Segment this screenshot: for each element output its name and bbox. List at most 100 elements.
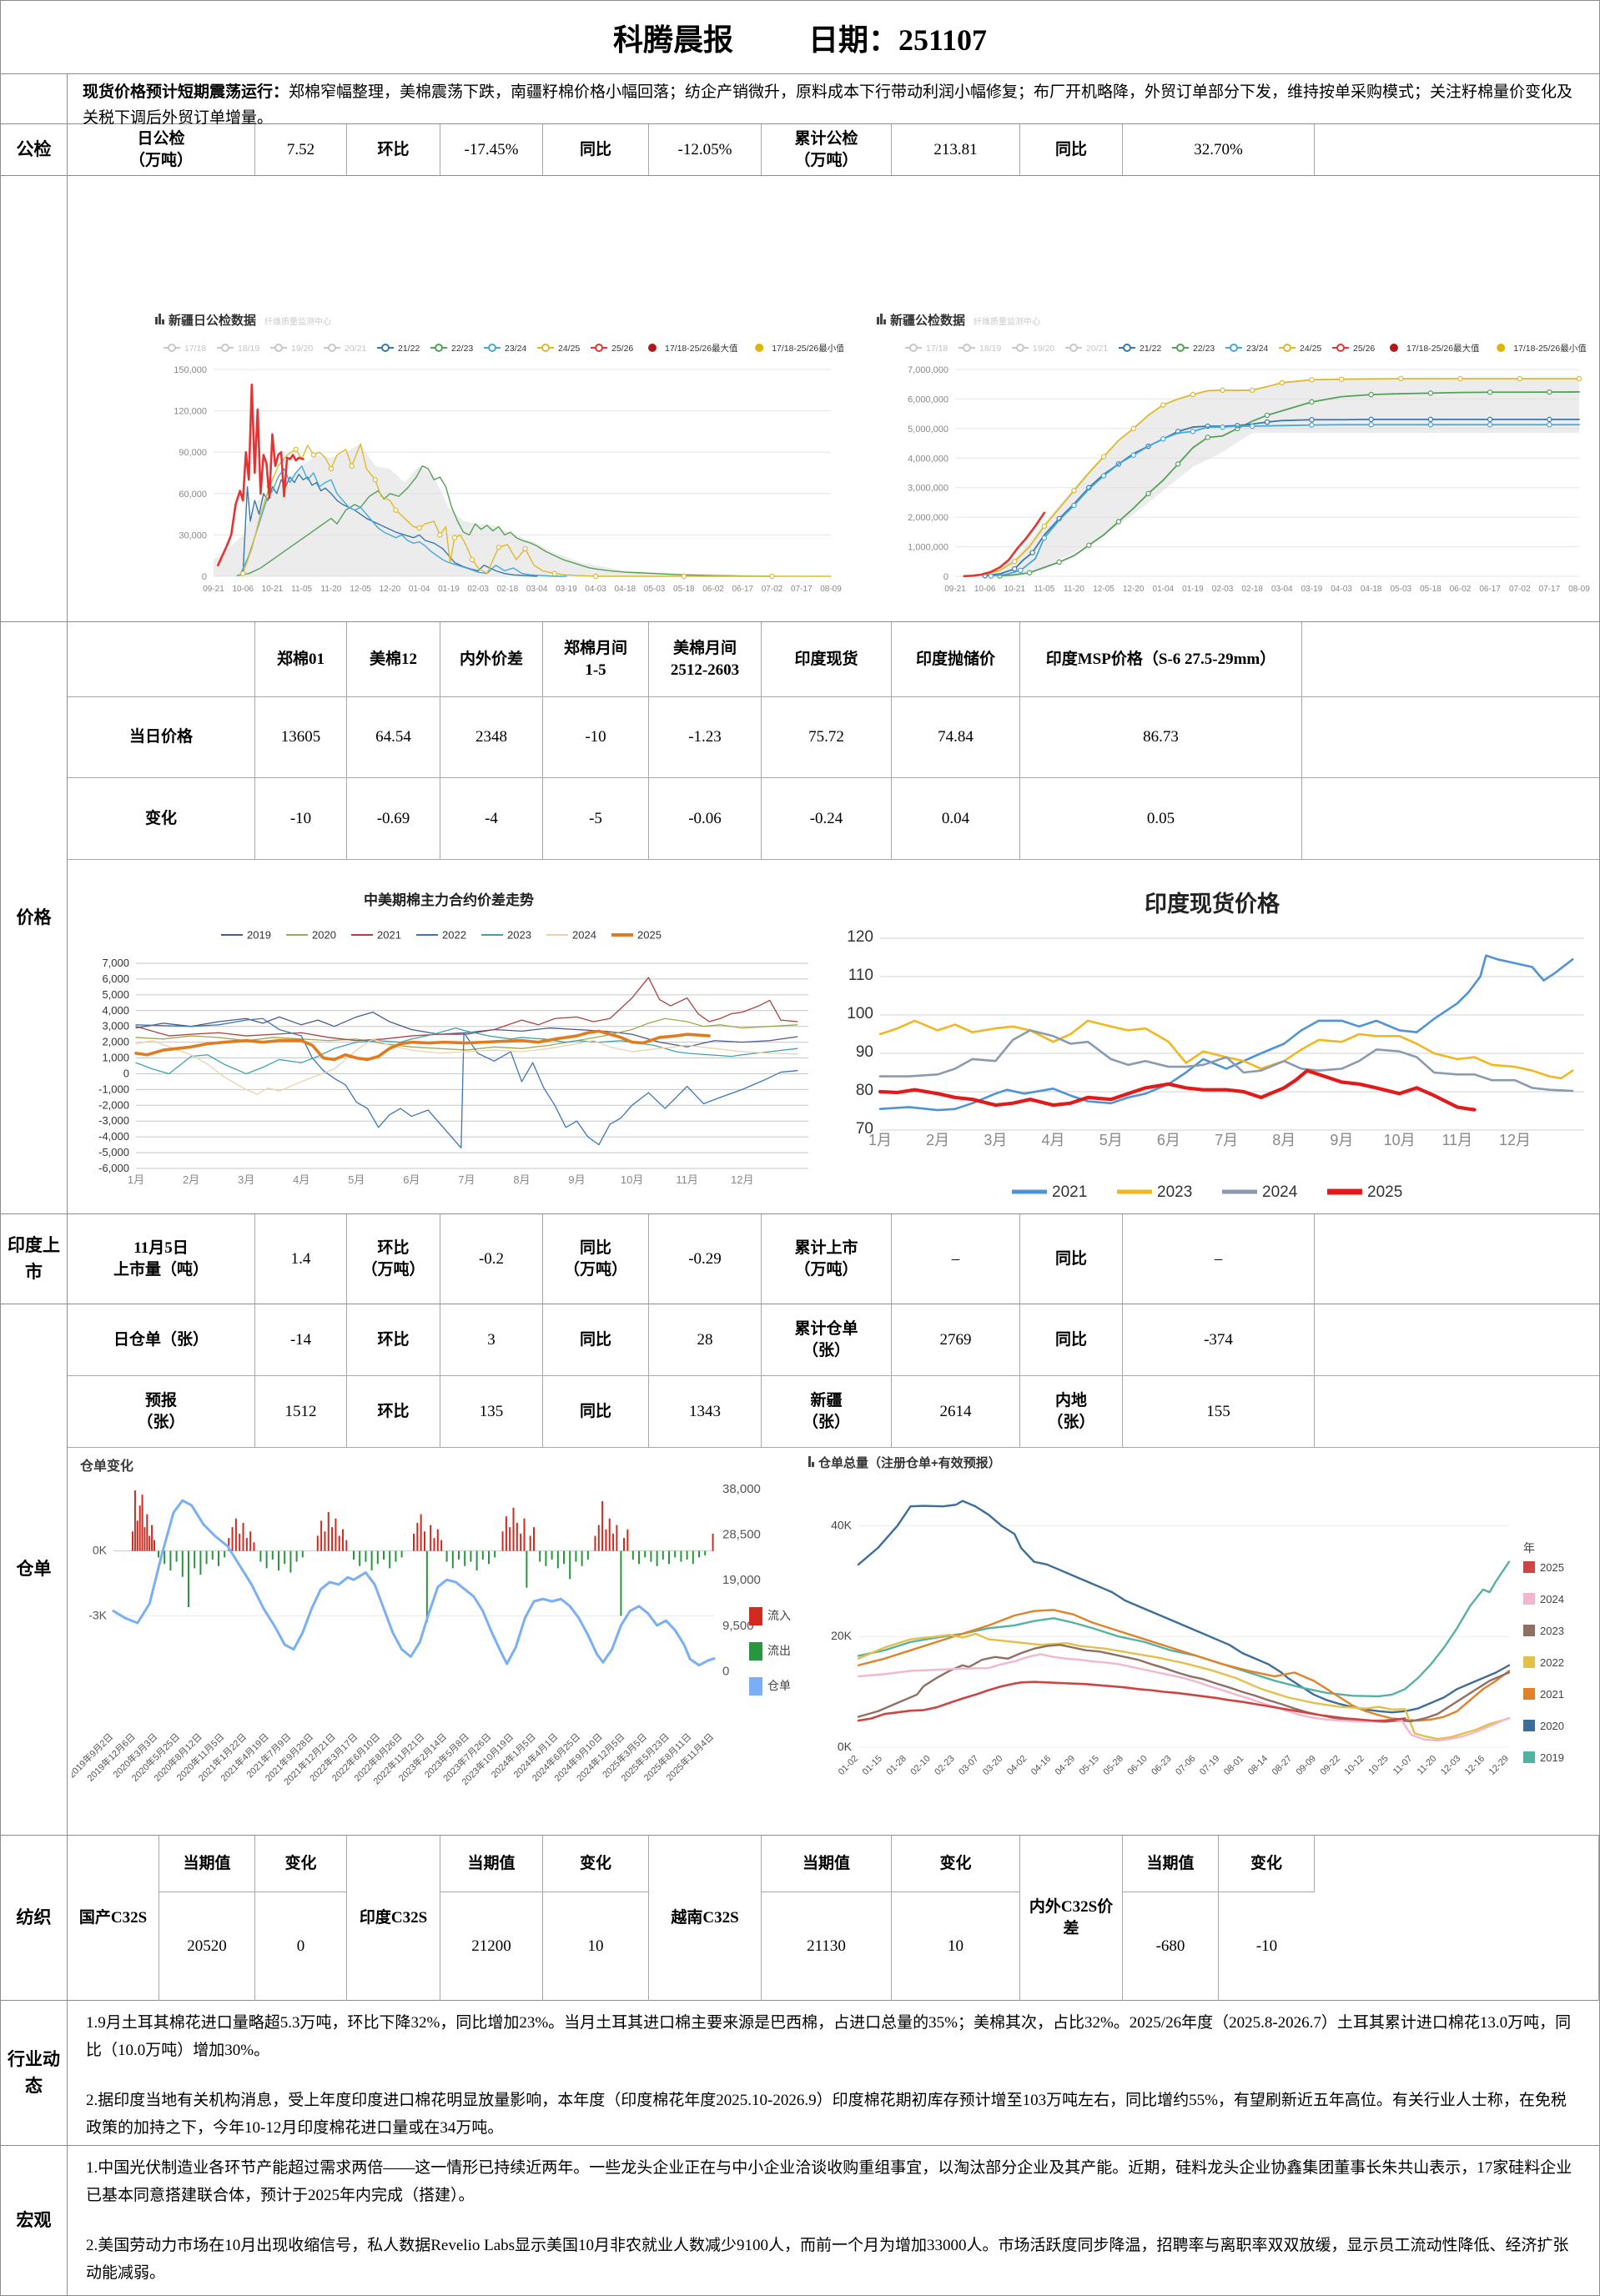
svg-text:新疆公检数据: 新疆公检数据 [890, 313, 965, 328]
wr-xinjiang-label: 新疆 （张） [762, 1376, 892, 1448]
price-header-empty [68, 622, 255, 697]
svg-text:01-28: 01-28 [885, 1754, 908, 1777]
svg-text:6,000,000: 6,000,000 [908, 394, 948, 404]
svg-text:04-03: 04-03 [585, 585, 606, 594]
svg-text:3,000: 3,000 [102, 1020, 129, 1032]
price-row1-v2: 64.54 [347, 697, 440, 778]
svg-text:09-09: 09-09 [1295, 1754, 1318, 1777]
svg-text:04-16: 04-16 [1029, 1754, 1053, 1777]
cumulative-yoy-value: 32.70% [1123, 124, 1315, 175]
price-row2-v5: -0.06 [649, 778, 762, 860]
section-label-inspection: 公检 [1, 124, 68, 175]
svg-text:09-21: 09-21 [944, 585, 966, 594]
svg-text:17/18: 17/18 [926, 344, 948, 354]
price-section: 价格 郑棉01 美棉12 内外价差 郑棉月间 1-5 美棉月间 2512-260… [1, 622, 1599, 1214]
price-row1-v8: 86.73 [1020, 697, 1302, 778]
svg-text:2,000,000: 2,000,000 [908, 513, 948, 523]
svg-text:19,000: 19,000 [722, 1573, 761, 1587]
svg-text:20/21: 20/21 [345, 344, 366, 354]
svg-text:7,000: 7,000 [102, 957, 129, 969]
price-row2-v2: -0.69 [347, 778, 440, 860]
svg-text:05-28: 05-28 [1102, 1754, 1125, 1777]
svg-text:-2,000: -2,000 [98, 1098, 129, 1111]
svg-text:2023: 2023 [1157, 1183, 1192, 1201]
summary-lead: 现货价格预计短期震荡运行： [83, 83, 289, 101]
svg-text:11月: 11月 [1442, 1132, 1472, 1148]
svg-text:10-21: 10-21 [262, 585, 284, 594]
svg-text:120: 120 [847, 928, 873, 946]
svg-text:08-27: 08-27 [1270, 1754, 1294, 1777]
svg-text:03-19: 03-19 [1301, 585, 1323, 594]
svg-text:7月: 7月 [458, 1173, 475, 1186]
textile-group-domestic: 国产C32S [68, 1836, 159, 2001]
svg-text:12-16: 12-16 [1463, 1754, 1487, 1777]
price-row1-v5: -1.23 [649, 697, 762, 778]
report-title-bar: 科腾晨报 日期：251107 [1, 1, 1599, 73]
svg-text:17/18: 17/18 [184, 344, 206, 354]
svg-text:4月: 4月 [1042, 1132, 1065, 1148]
svg-text:02-18: 02-18 [1241, 585, 1263, 594]
svg-text:09-22: 09-22 [1319, 1754, 1342, 1777]
svg-text:10月: 10月 [1384, 1132, 1416, 1148]
svg-text:印度现货价格: 印度现货价格 [1145, 891, 1281, 917]
svg-text:-4,000: -4,000 [98, 1130, 129, 1143]
svg-text:4,000: 4,000 [102, 1004, 129, 1017]
svg-text:1,000,000: 1,000,000 [908, 543, 948, 553]
textile-spread-cur: -680 [1123, 1892, 1219, 2001]
svg-text:17/18-25/26最小值: 17/18-25/26最小值 [772, 343, 843, 354]
svg-text:0: 0 [202, 572, 207, 582]
svg-text:06-02: 06-02 [1450, 585, 1472, 594]
filler-cell [1315, 1376, 1599, 1448]
yoy-label: 同比 [543, 124, 649, 175]
svg-text:流出: 流出 [767, 1644, 791, 1657]
yoy-value: -12.05% [649, 124, 762, 175]
svg-text:03-19: 03-19 [556, 585, 577, 594]
price-row1-v4: -10 [543, 697, 649, 778]
india-arrivals-section: 印度上市 11月5日 上市量（吨） 1.4 环比 （万吨） -0.2 同比 （万… [1, 1214, 1599, 1304]
price-header-usc12: 美棉12 [347, 622, 440, 697]
wr-cum-value: 2769 [892, 1304, 1020, 1376]
textile-cur-header: 当期值 [159, 1836, 255, 1892]
svg-text:20K: 20K [831, 1629, 853, 1642]
svg-text:04-02: 04-02 [1005, 1754, 1029, 1777]
svg-text:01-19: 01-19 [438, 585, 460, 594]
svg-text:120,000: 120,000 [174, 407, 207, 417]
svg-text:04-18: 04-18 [615, 585, 636, 594]
svg-text:4,000,000: 4,000,000 [908, 454, 948, 464]
svg-text:22/23: 22/23 [1193, 344, 1215, 354]
mom-value: -17.45% [440, 124, 543, 175]
svg-text:2022: 2022 [1540, 1656, 1564, 1669]
svg-text:02-03: 02-03 [467, 585, 489, 594]
filler-cell [1302, 697, 1599, 778]
svg-text:150,000: 150,000 [174, 365, 207, 375]
svg-text:3,000,000: 3,000,000 [908, 484, 948, 494]
report-title: 科腾晨报 [612, 23, 733, 57]
india-cum-label: 累计上市 （万吨） [762, 1214, 892, 1304]
svg-text:01-02: 01-02 [837, 1754, 860, 1777]
svg-text:06-10: 06-10 [1125, 1754, 1149, 1777]
chart-warehouse-receipt-change: 仓单变化 0K -3K 0 9,500 19,000 28,500 38,000 2019年9月… [66, 1454, 808, 1831]
svg-text:08-09: 08-09 [1568, 585, 1590, 594]
textile-domestic-chg: 0 [255, 1892, 347, 2001]
svg-text:12月: 12月 [731, 1173, 753, 1186]
svg-text:07-06: 07-06 [1174, 1754, 1197, 1777]
svg-text:25/26: 25/26 [1353, 344, 1375, 354]
svg-text:12-29: 12-29 [1487, 1754, 1511, 1777]
svg-text:06-17: 06-17 [1479, 585, 1501, 594]
svg-text:2025: 2025 [637, 929, 662, 942]
svg-text:38,000: 38,000 [722, 1482, 761, 1496]
svg-text:24/25: 24/25 [1300, 344, 1321, 354]
price-row1-v3: 2348 [440, 697, 543, 778]
india-cum-yoy-label: 同比 [1020, 1214, 1123, 1304]
svg-text:05-18: 05-18 [673, 585, 695, 594]
svg-text:2024: 2024 [1262, 1183, 1298, 1201]
svg-text:4月: 4月 [293, 1173, 309, 1186]
svg-text:11-07: 11-07 [1391, 1754, 1415, 1777]
svg-text:0K: 0K [93, 1544, 108, 1557]
svg-text:02-10: 02-10 [908, 1754, 932, 1777]
wr-forecast-label: 预报 （张） [68, 1376, 255, 1448]
cumulative-yoy-label: 同比 [1020, 124, 1123, 175]
svg-text:3月: 3月 [238, 1173, 254, 1186]
svg-text:-6,000: -6,000 [98, 1162, 129, 1174]
price-row1-v1: 13605 [255, 697, 347, 778]
